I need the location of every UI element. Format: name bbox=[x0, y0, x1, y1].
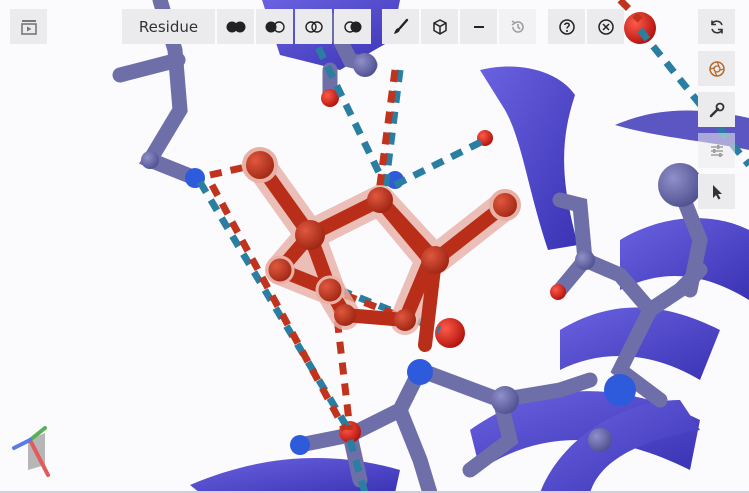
viewport-bottom-border bbox=[0, 491, 749, 493]
axis-gizmo bbox=[12, 426, 50, 477]
close-button[interactable] bbox=[587, 9, 624, 44]
residue-label: Residue bbox=[138, 17, 199, 36]
minus-button[interactable] bbox=[460, 9, 497, 44]
brush-button[interactable] bbox=[382, 9, 419, 44]
sliders-icon bbox=[708, 142, 726, 160]
brush-icon bbox=[392, 18, 410, 36]
ball-and-stick-button[interactable] bbox=[217, 9, 254, 44]
half-filled-icon bbox=[265, 20, 285, 33]
camera-aperture-icon bbox=[708, 60, 726, 78]
help-icon bbox=[558, 18, 576, 36]
cube-button[interactable] bbox=[421, 9, 458, 44]
mixed-spheres-button[interactable] bbox=[334, 9, 371, 44]
history-button[interactable] bbox=[499, 9, 536, 44]
mixed-spheres-icon bbox=[343, 20, 363, 33]
cursor-icon bbox=[708, 183, 726, 201]
outline-spheres-button[interactable] bbox=[295, 9, 332, 44]
wrench-icon bbox=[708, 101, 726, 119]
residue-granularity-select[interactable]: Residue bbox=[122, 9, 215, 44]
outline-spheres-icon bbox=[304, 20, 324, 33]
reset-camera-icon bbox=[708, 18, 726, 36]
sequence-panel-button[interactable] bbox=[10, 9, 47, 44]
minus-icon bbox=[471, 19, 487, 35]
help-button[interactable] bbox=[548, 9, 585, 44]
settings-button[interactable] bbox=[698, 92, 735, 127]
controls-button[interactable] bbox=[698, 133, 735, 168]
ball-and-stick-icon bbox=[226, 21, 246, 33]
sequence-panel-icon bbox=[20, 18, 38, 36]
history-icon bbox=[509, 18, 527, 36]
close-icon bbox=[597, 18, 615, 36]
ligand-atoms bbox=[242, 147, 521, 331]
cube-icon bbox=[431, 18, 449, 36]
selection-mode-button[interactable] bbox=[698, 174, 735, 209]
half-filled-button[interactable] bbox=[256, 9, 293, 44]
reset-camera-button[interactable] bbox=[698, 9, 735, 44]
screenshot-button[interactable] bbox=[698, 51, 735, 86]
